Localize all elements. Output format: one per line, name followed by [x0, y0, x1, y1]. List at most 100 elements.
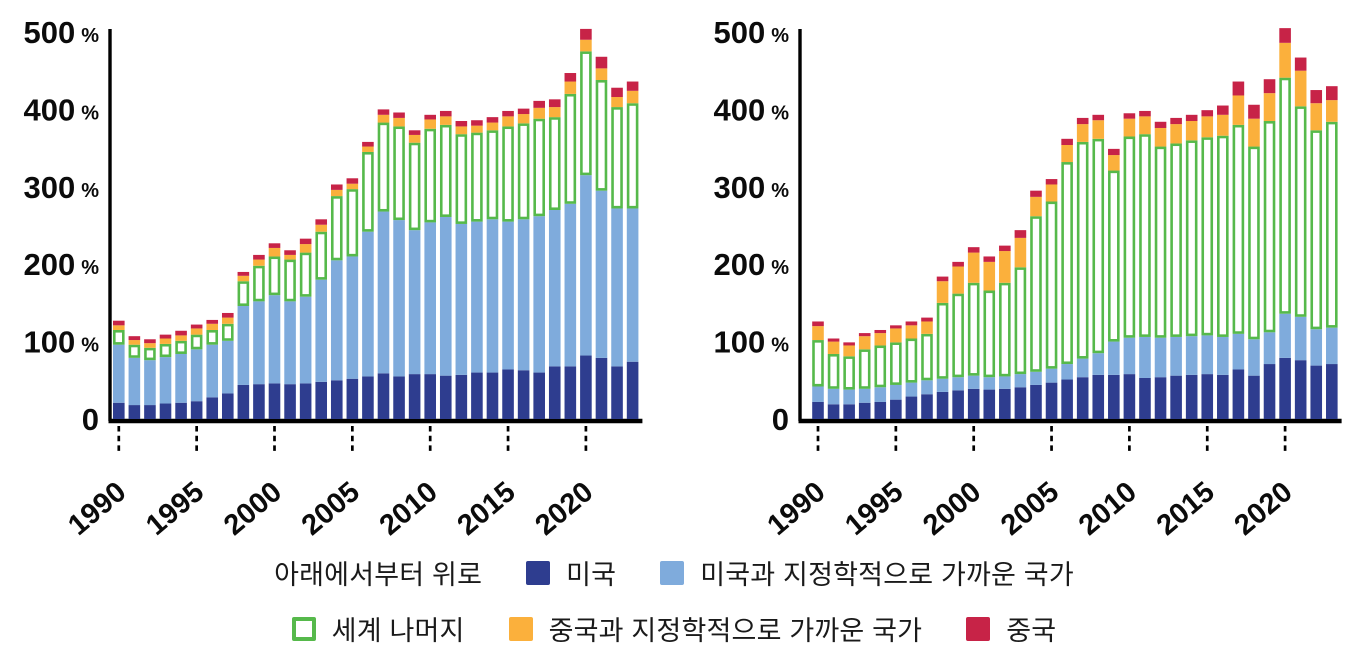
segment-usa-close — [967, 375, 980, 389]
x-axis: 1990 1995 2000 2005 2010 2015 2020 — [62, 426, 599, 542]
bar-2021 — [595, 56, 608, 419]
bar-2015 — [1201, 110, 1214, 419]
segment-usa-close — [1061, 364, 1073, 380]
x-tick-label: 2005 — [995, 476, 1065, 542]
segment-usa — [843, 404, 855, 419]
bar-1996 — [206, 319, 219, 419]
segment-china-close — [548, 107, 561, 118]
segment-china-close — [175, 335, 187, 341]
segment-china-close — [346, 183, 359, 190]
segment-china — [999, 245, 1011, 252]
y-tick-label: 300% — [23, 170, 99, 205]
segment-usa — [967, 388, 980, 419]
bar-2003 — [315, 219, 328, 419]
segment-china — [128, 336, 141, 341]
bar-2022 — [611, 87, 623, 419]
segment-rest-of-world — [952, 293, 964, 378]
bar-1994 — [175, 330, 187, 419]
segment-china-close — [936, 281, 949, 303]
segment-usa — [1061, 379, 1073, 419]
segment-china — [1030, 190, 1042, 197]
segment-usa — [206, 397, 219, 419]
segment-usa — [517, 370, 530, 419]
bar-1997 — [921, 317, 933, 419]
segment-usa — [424, 374, 436, 419]
segment-usa-close — [502, 221, 514, 370]
segment-rest-of-world — [517, 123, 530, 220]
segment-usa — [827, 404, 840, 419]
segment-usa — [1123, 374, 1136, 419]
segment-usa-close — [237, 305, 250, 385]
segment-rest-of-world — [1045, 201, 1058, 369]
segment-china-close — [113, 325, 125, 330]
segment-usa — [533, 372, 545, 419]
segment-usa — [1014, 387, 1027, 419]
segment-china-close — [408, 134, 421, 143]
bar-2020 — [580, 28, 592, 419]
segment-china — [874, 329, 887, 334]
segment-rest-of-world — [362, 151, 374, 232]
segment-usa — [377, 373, 390, 419]
segment-rest-of-world — [284, 259, 296, 302]
segment-china — [812, 321, 824, 327]
segment-china-close — [502, 116, 514, 127]
segment-rest-of-world — [1310, 130, 1323, 330]
bar-1998 — [936, 276, 949, 419]
segment-usa-close — [580, 175, 592, 356]
bar-1990 — [812, 321, 824, 419]
bar-2019 — [564, 73, 577, 419]
segment-usa-close — [548, 210, 561, 367]
segment-usa — [1263, 364, 1276, 419]
y-tick-label: 300% — [713, 170, 789, 205]
segment-china-close — [144, 343, 156, 348]
segment-china-close — [1170, 124, 1182, 144]
segment-rest-of-world — [268, 256, 281, 296]
bar-1995 — [890, 325, 902, 419]
segment-china-close — [858, 336, 871, 350]
x-axis: 1990 1995 2000 2005 2010 2015 2020 — [762, 426, 1299, 542]
segment-china — [346, 178, 359, 184]
segment-usa-close — [362, 231, 374, 377]
segment-china-close — [330, 189, 343, 197]
segment-china — [253, 254, 265, 260]
segment-china-close — [626, 90, 639, 104]
segment-usa-close — [843, 389, 855, 405]
usa-swatch-icon — [526, 560, 551, 585]
segment-usa-close — [936, 378, 949, 392]
segment-usa-close — [1076, 358, 1089, 378]
bar-2001 — [983, 256, 996, 419]
segment-rest-of-world — [1170, 143, 1182, 337]
segment-usa — [1045, 382, 1058, 419]
segment-usa — [113, 402, 125, 419]
segment-rest-of-world — [1185, 140, 1198, 337]
segment-usa — [936, 391, 949, 419]
segment-china — [1123, 113, 1136, 119]
segment-rest-of-world — [1014, 267, 1027, 375]
segment-usa — [905, 396, 918, 419]
segment-china — [1201, 110, 1214, 117]
segment-china-close — [206, 323, 219, 330]
bar-2012 — [455, 121, 468, 419]
segment-rest-of-world — [113, 329, 125, 345]
segment-rest-of-world — [874, 345, 887, 388]
bar-2004 — [1030, 190, 1042, 419]
segment-rest-of-world — [346, 189, 359, 257]
y-tick-label: 400% — [23, 92, 99, 127]
segment-china — [471, 120, 483, 126]
segment-china-close — [486, 122, 499, 131]
segment-china — [1217, 105, 1229, 115]
segment-china — [299, 238, 312, 245]
segment-usa-close — [1092, 353, 1105, 375]
segment-usa-close — [268, 295, 281, 384]
segment-usa — [1201, 374, 1214, 419]
china-swatch-icon — [966, 616, 991, 641]
segment-usa — [175, 402, 187, 419]
segment-rest-of-world — [1263, 121, 1276, 333]
segment-china-close — [221, 317, 234, 324]
segment-china-close — [1248, 118, 1260, 147]
segment-china-close — [843, 345, 855, 357]
segment-rest-of-world — [1123, 136, 1136, 338]
segment-china — [362, 141, 374, 147]
segment-usa-close — [346, 256, 359, 379]
